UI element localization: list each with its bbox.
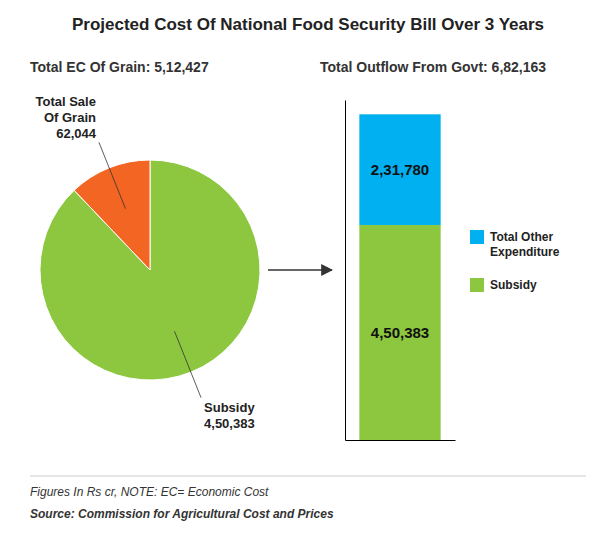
bar-segment (359, 114, 440, 225)
legend-swatch (470, 278, 484, 292)
pie-slice (40, 160, 260, 380)
data-label-line: Subsidy (204, 400, 255, 415)
data-label-line: 62,044 (56, 126, 97, 141)
legend-entry-line: Expenditure (490, 245, 560, 259)
legend-entry: Subsidy (490, 278, 537, 292)
label-leader (175, 331, 202, 397)
subtitle: Total EC Of Grain: 5,12,427 (30, 59, 209, 75)
footnote-rule (30, 476, 586, 477)
footnote: Figures In Rs cr, NOTE: EC= Economic Cos… (30, 485, 269, 499)
subtitle: Total Outflow From Govt: 6,82,163 (320, 59, 546, 75)
data-label-line: Total Sale (35, 94, 95, 109)
data-label-line: 4,50,383 (204, 416, 255, 431)
pie-slice (74, 160, 150, 270)
arrow (268, 269, 332, 271)
data-labels: 4,50,383 2,31,780 (371, 161, 429, 341)
bar-segment (359, 225, 440, 440)
x-axis (346, 440, 456, 442)
data-label: 2,31,780 (371, 161, 429, 178)
pie: Subsidy4,50,383 Total SaleOf Grain62,044 (35, 94, 260, 430)
label-leader (99, 142, 126, 208)
legend: Total OtherExpenditure Subsidy (470, 230, 560, 292)
legend-entry: Total OtherExpenditure (490, 230, 560, 259)
y-axis-line (345, 101, 346, 441)
chart-root: Projected Cost Of National Food Security… (0, 0, 616, 552)
title: Projected Cost Of National Food Security… (72, 15, 544, 34)
legend-entry-line: Total Other (490, 230, 553, 244)
data-label-line: Of Grain (44, 110, 96, 125)
data-label: Total SaleOf Grain62,044 (35, 94, 96, 141)
y-axis (345, 101, 346, 441)
legend-swatch (470, 230, 484, 244)
data-label: Subsidy4,50,383 (204, 400, 255, 431)
footnote: Source: Commission for Agricultural Cost… (30, 507, 334, 521)
x-axis-line (346, 440, 456, 441)
legend-entry-line: Subsidy (490, 278, 537, 292)
plot-area (359, 114, 440, 440)
data-label: 4,50,383 (371, 324, 429, 341)
